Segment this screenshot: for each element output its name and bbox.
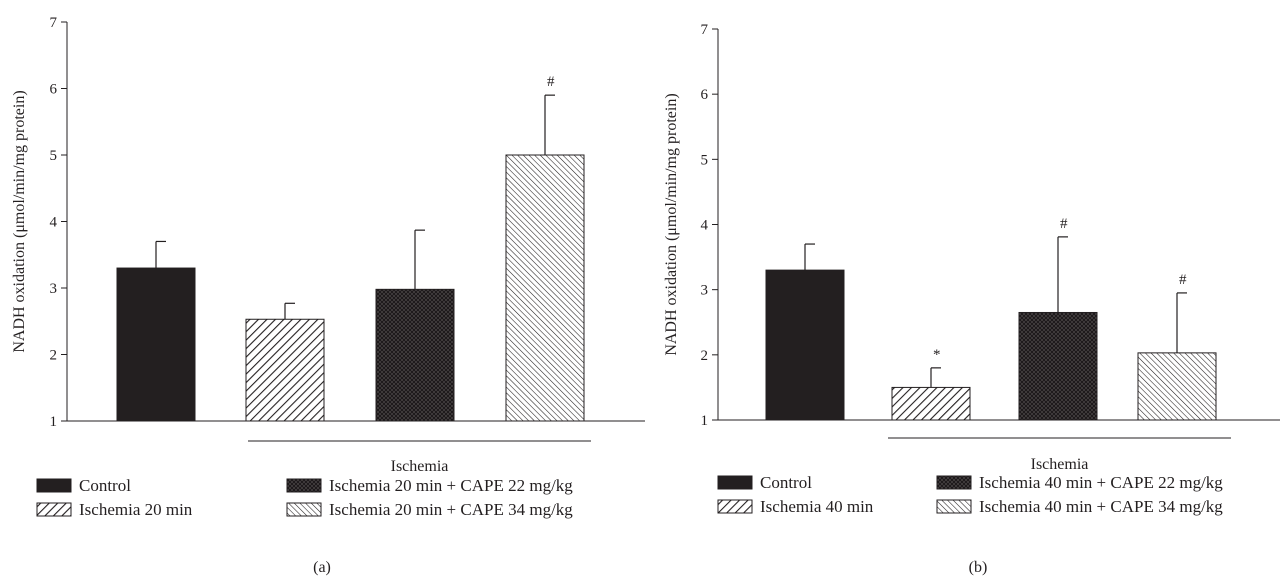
- y-tick-label: 5: [701, 152, 709, 168]
- bar: [891, 386, 971, 421]
- bar: [245, 318, 325, 422]
- bar: [1137, 352, 1217, 421]
- y-tick-label: 1: [50, 414, 58, 430]
- legend-swatch: [936, 499, 972, 514]
- significance-marker: *: [933, 347, 941, 363]
- y-tick-label: 6: [50, 82, 58, 98]
- bar: [116, 267, 196, 422]
- bar: [375, 288, 455, 422]
- significance-marker: #: [1060, 216, 1068, 232]
- y-tick-label: 4: [701, 218, 709, 234]
- group-label: Ischemia: [1031, 456, 1089, 473]
- legend-swatch: [36, 502, 72, 517]
- legend-label: Control: [760, 473, 812, 492]
- y-tick-label: 7: [50, 15, 58, 31]
- y-axis-label: NADH oxidation (μmol/min/mg protein): [11, 90, 28, 352]
- bar: [765, 269, 845, 421]
- panel-label: (b): [969, 559, 988, 576]
- legend-label: Ischemia 40 min + CAPE 22 mg/kg: [979, 473, 1223, 492]
- legend-swatch: [36, 478, 72, 493]
- y-tick-label: 3: [701, 283, 709, 299]
- legend-swatch: [286, 502, 322, 517]
- y-tick-label: 2: [50, 348, 58, 364]
- y-tick-label: 6: [701, 87, 709, 103]
- legend-label: Ischemia 20 min + CAPE 34 mg/kg: [329, 500, 573, 519]
- panel-label: (a): [313, 559, 331, 576]
- y-tick-label: 2: [701, 348, 709, 364]
- bar: [1018, 311, 1098, 421]
- chart-panel-b: 1 2 3 4 5 6 7 NADH oxidation (μmol/min/mg prote…: [663, 22, 1280, 576]
- legend-swatch: [717, 475, 753, 490]
- y-tick-label: 5: [50, 148, 58, 164]
- legend-label: Ischemia 20 min + CAPE 22 mg/kg: [329, 476, 573, 495]
- legend-label: Ischemia 20 min: [79, 500, 193, 519]
- y-axis-label: NADH oxidation (μmol/min/mg protein): [663, 93, 680, 355]
- y-tick-label: 7: [701, 22, 709, 38]
- legend-label: Ischemia 40 min + CAPE 34 mg/kg: [979, 497, 1223, 516]
- y-tick-label: 4: [50, 215, 58, 231]
- y-tick-label: 1: [701, 413, 709, 429]
- legend-swatch: [286, 478, 322, 493]
- chart-panel-a: 1 2 3 4 5 6 7 NADH oxidation (μmol/min/mg prote…: [11, 15, 645, 576]
- legend-swatch: [936, 475, 972, 490]
- significance-marker: #: [547, 74, 555, 90]
- y-tick-label: 3: [50, 281, 58, 297]
- significance-marker: #: [1179, 272, 1187, 288]
- group-label: Ischemia: [391, 458, 449, 475]
- legend-swatch: [717, 499, 753, 514]
- legend-label: Ischemia 40 min: [760, 497, 874, 516]
- bar: [505, 154, 585, 422]
- legend-label: Control: [79, 476, 131, 495]
